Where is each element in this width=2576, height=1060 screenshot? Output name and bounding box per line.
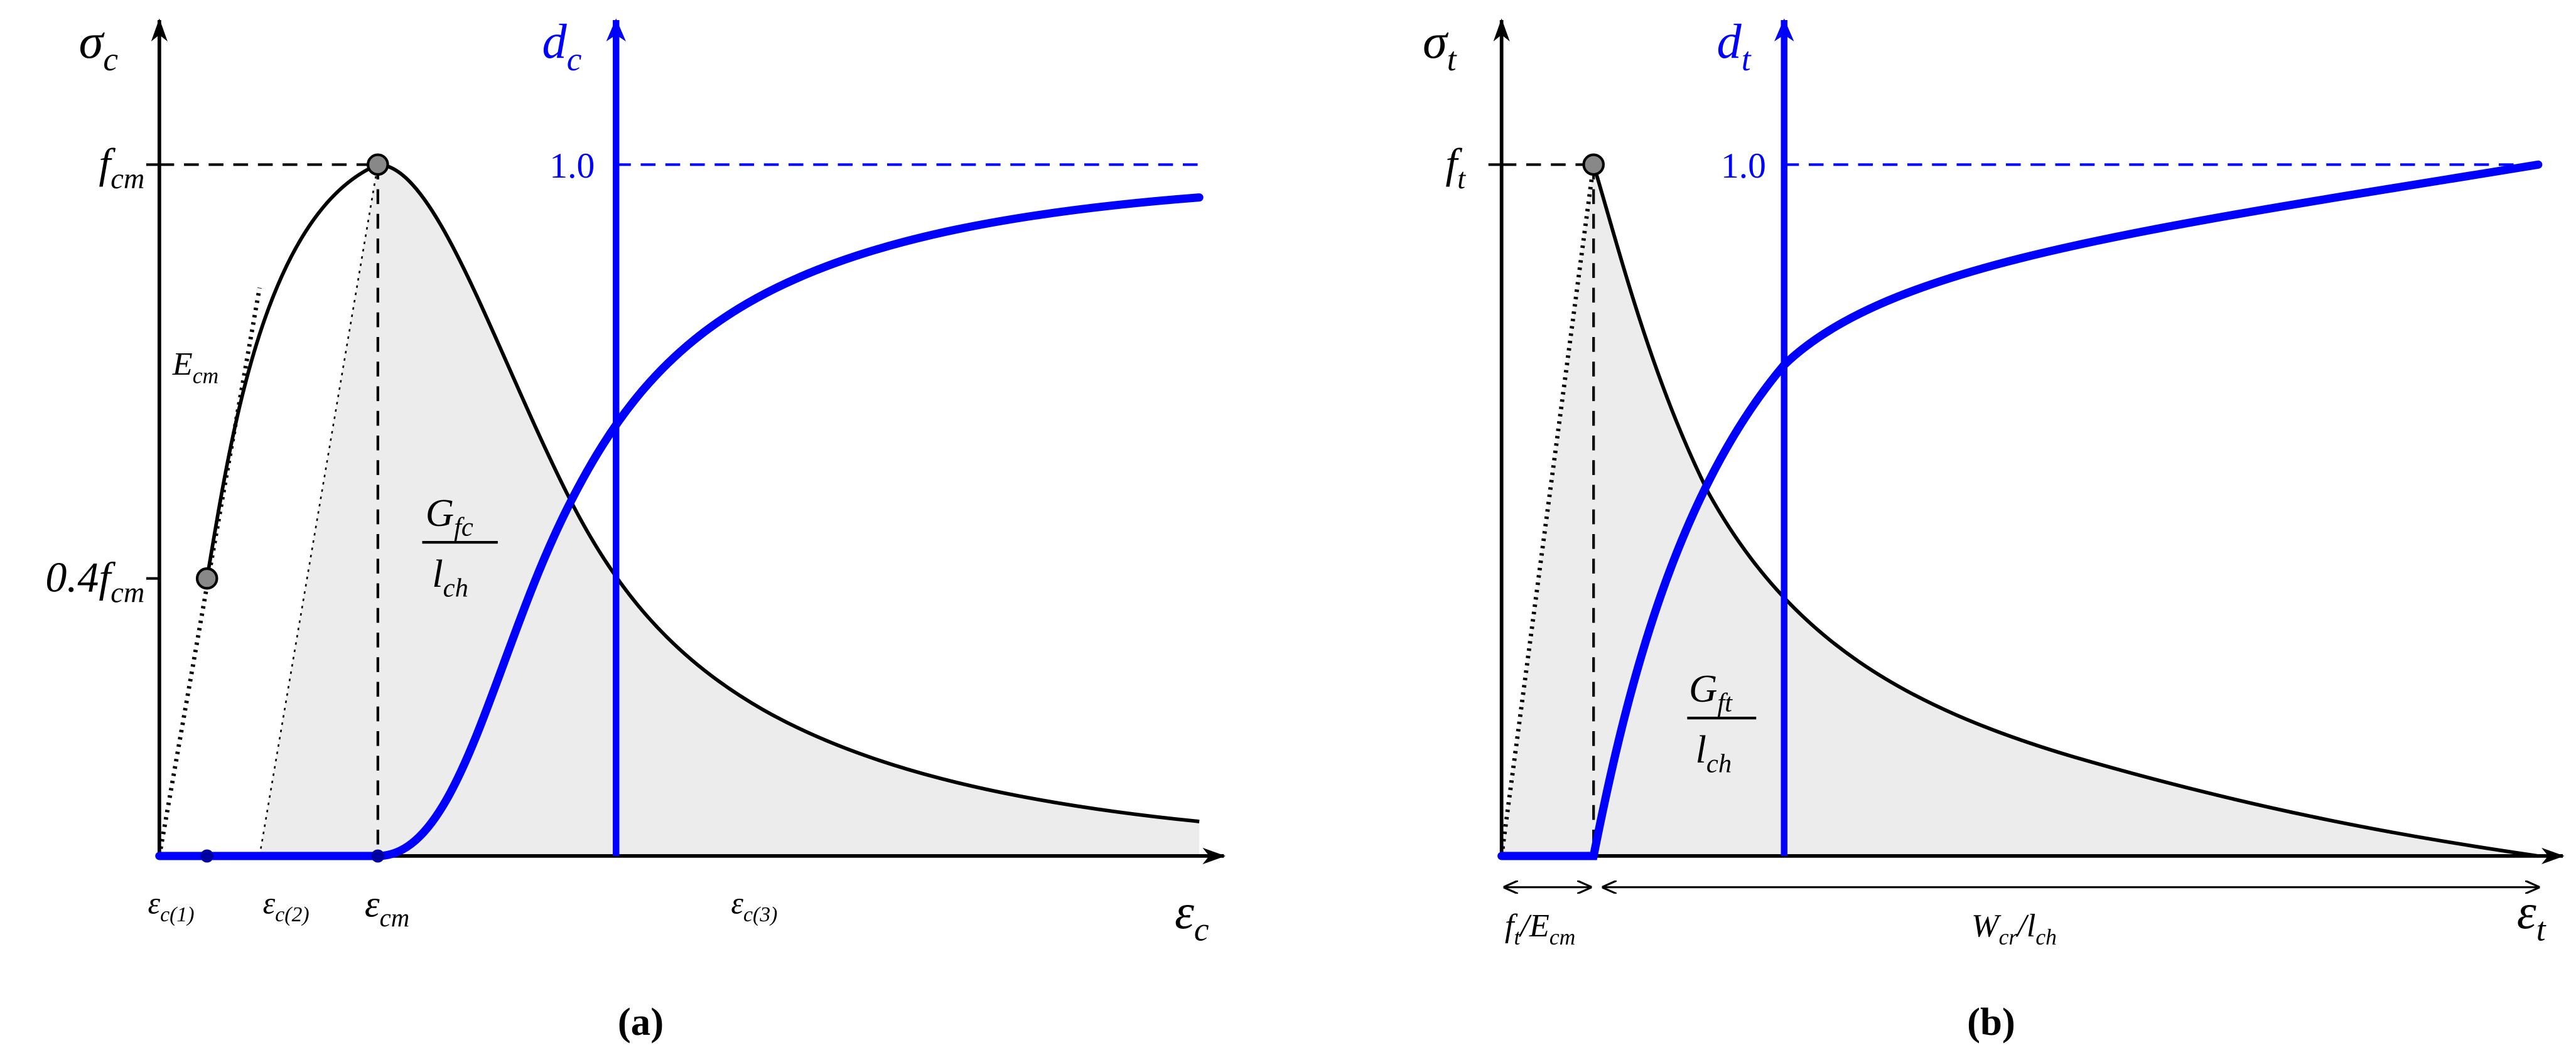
subscript: cr (1999, 924, 2018, 950)
axis-label: σc (79, 14, 119, 78)
symbol: σ (1423, 14, 1449, 68)
subscript: fc (454, 513, 473, 542)
subscript: ch (443, 573, 468, 602)
subscript: c (1194, 911, 1209, 948)
panel-b: σt dt ft 1.0 Gft lch ft/Ecm Wcr/lch εt (… (1423, 14, 2565, 1044)
label: Gft (1689, 667, 1733, 718)
subscript: ch (2035, 924, 2057, 950)
symbol: σ (79, 14, 105, 68)
subscript: c(1) (160, 903, 194, 926)
label: ft/Ecm (1505, 907, 1575, 950)
subscript: c(2) (275, 903, 309, 926)
label: lch (1695, 727, 1732, 779)
subscript: t (1514, 924, 1521, 950)
stress-curve (1592, 164, 2539, 858)
label: Gfc (426, 491, 473, 542)
symbol: 1.0 (1721, 146, 1766, 186)
symbol: E (172, 346, 193, 382)
axis-label: dc (542, 14, 582, 78)
symbol: W (1971, 907, 2002, 944)
symbol: ε (731, 886, 743, 921)
point (367, 153, 389, 176)
subscript: t (1447, 40, 1457, 78)
caption: (a) (618, 1000, 664, 1044)
point (195, 567, 218, 590)
subscript: cm (110, 577, 144, 609)
subscript: t (2536, 911, 2546, 948)
axis-label: εt (2517, 884, 2546, 948)
axis-label: εc (1175, 884, 1209, 948)
subscript: ch (1706, 749, 1732, 778)
symbol: 0.4f (45, 554, 116, 601)
subscript: c (103, 40, 118, 78)
label: εc(1) (148, 886, 195, 927)
symbol: /l (2015, 907, 2035, 944)
symbol: ε (148, 886, 161, 921)
symbol: /E (1518, 907, 1549, 944)
label: Ecm (172, 346, 218, 388)
subscript: c (567, 40, 582, 78)
symbol: l (432, 552, 443, 596)
panel-a: σc dc fcm 1.0 0.4fcm Ecm Gfc lch εc(1) ε… (45, 14, 1226, 1044)
label: Wcr/lch (1971, 907, 2057, 950)
point (371, 849, 385, 863)
symbol: d (542, 14, 568, 68)
label: 0.4fcm (45, 554, 144, 609)
symbol: ε (365, 884, 380, 926)
symbol: d (1716, 14, 1742, 68)
damage-curve (155, 193, 1204, 860)
symbol: 1.0 (549, 146, 595, 186)
label: εcm (365, 884, 409, 932)
label: 1.0 (1721, 146, 1766, 186)
symbol: ε (2517, 884, 2536, 939)
axis-label: dt (1716, 14, 1751, 78)
label: εc(2) (263, 886, 310, 927)
symbol: G (426, 491, 454, 535)
point (1582, 153, 1605, 176)
subscript: t (1457, 163, 1466, 195)
label: 1.0 (549, 146, 595, 186)
symbol: G (1689, 667, 1717, 710)
label: ft (1445, 139, 1466, 195)
subscript: cm (193, 363, 219, 388)
elastic-line (1499, 164, 1596, 857)
caption: (b) (1967, 1000, 2015, 1044)
label: lch (432, 552, 468, 603)
peak-dash (1501, 163, 1595, 856)
subscript: cm (1549, 924, 1576, 950)
symbol: l (1695, 727, 1706, 771)
subscript: ft (1717, 688, 1733, 718)
symbol: ε (1175, 884, 1194, 939)
point (200, 849, 214, 863)
label: fcm (99, 139, 144, 195)
subscript: cm (380, 904, 410, 932)
damage-curve (1497, 160, 2543, 860)
fracture-energy-area (1501, 164, 2538, 856)
peak-dash (159, 163, 379, 856)
symbol: ε (263, 886, 276, 921)
subscript: cm (110, 163, 144, 195)
axis-label: σt (1423, 14, 1457, 78)
stress-curve (205, 163, 1200, 823)
secant-line (259, 164, 379, 857)
fracture-energy-area (259, 164, 1200, 856)
subscript: c(3) (743, 903, 777, 926)
label: εc(3) (731, 886, 777, 927)
subscript: t (1742, 40, 1752, 78)
